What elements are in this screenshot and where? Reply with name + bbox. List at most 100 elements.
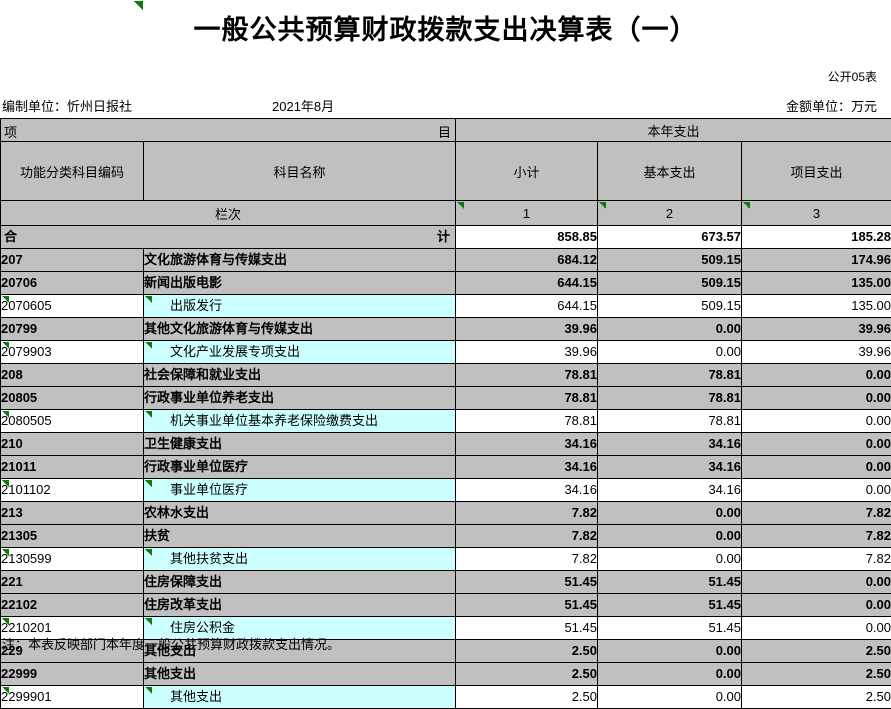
cell-basic-value: 0.00 bbox=[598, 663, 742, 686]
cell-project-value: 0.00 bbox=[742, 364, 891, 387]
cell-basic-value: 0.00 bbox=[598, 318, 742, 341]
cell-subject-code: 208 bbox=[1, 364, 144, 387]
cell-project-value: 0.00 bbox=[742, 617, 891, 640]
cell-basic-value: 51.45 bbox=[598, 571, 742, 594]
cell-project-value: 0.00 bbox=[742, 479, 891, 502]
table-note: 注：本表反映部门本年度一般公共预算财政拨款支出情况。 bbox=[2, 634, 340, 653]
current-year-group-header: 本年支出 bbox=[456, 119, 891, 142]
cell-subtotal-value: 39.96 bbox=[456, 341, 598, 364]
subject-name-text: 其他文化旅游体育与传媒支出 bbox=[144, 321, 313, 336]
cell-error-marker-icon bbox=[2, 618, 9, 625]
cell-subtotal-value: 34.16 bbox=[456, 433, 598, 456]
cell-subject-name: 住房改革支出 bbox=[144, 594, 456, 617]
cell-subject-name: 文化旅游体育与传媒支出 bbox=[144, 249, 456, 272]
subject-name-text: 文化产业发展专项支出 bbox=[170, 344, 300, 359]
cell-subject-code: 20706 bbox=[1, 272, 144, 295]
cell-project-value: 135.00 bbox=[742, 295, 891, 318]
total-label-right: 计 bbox=[437, 226, 450, 248]
lanci-number-1-text: 1 bbox=[523, 206, 530, 221]
cell-basic-value: 509.15 bbox=[598, 295, 742, 318]
cell-error-marker-icon bbox=[599, 202, 606, 209]
cell-project-value: 2.50 bbox=[742, 663, 891, 686]
report-date-label: 2021年8月 bbox=[272, 96, 334, 115]
subject-name-text: 出版发行 bbox=[170, 298, 222, 313]
cell-subtotal-value: 51.45 bbox=[456, 571, 598, 594]
cell-subtotal-value: 78.81 bbox=[456, 364, 598, 387]
cell-error-marker-icon bbox=[145, 342, 152, 349]
subject-name-text: 扶贫 bbox=[144, 528, 170, 543]
cell-basic-value: 34.16 bbox=[598, 433, 742, 456]
lanci-number-2: 2 bbox=[598, 201, 742, 226]
subject-code-text: 207 bbox=[1, 252, 23, 267]
total-basic-value: 673.57 bbox=[598, 226, 742, 249]
lanci-number-2-text: 2 bbox=[666, 206, 673, 221]
subject-name-text: 住房公积金 bbox=[170, 620, 235, 635]
subject-name-text: 其他支出 bbox=[144, 666, 196, 681]
cell-subtotal-value: 644.15 bbox=[456, 295, 598, 318]
project-header-left: 项 bbox=[4, 122, 17, 141]
cell-error-marker-icon bbox=[145, 687, 152, 694]
cell-project-value: 0.00 bbox=[742, 433, 891, 456]
cell-subject-code: 22999 bbox=[1, 663, 144, 686]
compiling-unit-label: 编制单位：忻州日报社 bbox=[2, 96, 132, 115]
header-row-lanci: 栏次 1 2 3 bbox=[1, 201, 891, 226]
cell-error-marker-icon bbox=[2, 342, 9, 349]
subject-code-text: 213 bbox=[1, 505, 23, 520]
subject-code-text: 210 bbox=[1, 436, 23, 451]
cell-error-marker-icon bbox=[145, 618, 152, 625]
cell-subtotal-value: 684.12 bbox=[456, 249, 598, 272]
cell-error-marker-icon bbox=[457, 202, 464, 209]
cell-subject-code: 20805 bbox=[1, 387, 144, 410]
cell-project-value: 174.96 bbox=[742, 249, 891, 272]
subject-code-text: 21011 bbox=[1, 459, 36, 474]
cell-subtotal-value: 34.16 bbox=[456, 479, 598, 502]
cell-subtotal-value: 7.82 bbox=[456, 548, 598, 571]
subject-name-text: 卫生健康支出 bbox=[144, 436, 222, 451]
spreadsheet-page: 一般公共预算财政拨款支出决算表（一） 公开05表 编制单位：忻州日报社 2021… bbox=[0, 0, 891, 656]
cell-error-marker-icon bbox=[743, 202, 750, 209]
cell-basic-value: 34.16 bbox=[598, 456, 742, 479]
project-header-cell: 项 目 bbox=[1, 119, 456, 142]
table-row-total: 合 计 858.85 673.57 185.28 bbox=[1, 226, 891, 249]
cell-project-value: 0.00 bbox=[742, 387, 891, 410]
cell-subtotal-value: 78.81 bbox=[456, 410, 598, 433]
cell-subject-code: 2299901 bbox=[1, 686, 144, 709]
cell-subject-name: 扶贫 bbox=[144, 525, 456, 548]
cell-subtotal-value: 7.82 bbox=[456, 525, 598, 548]
cell-subject-name: 事业单位医疗 bbox=[144, 479, 456, 502]
cell-project-value: 0.00 bbox=[742, 410, 891, 433]
cell-subtotal-value: 644.15 bbox=[456, 272, 598, 295]
cell-project-value: 0.00 bbox=[742, 594, 891, 617]
cell-project-value: 135.00 bbox=[742, 272, 891, 295]
cell-subject-name: 社会保障和就业支出 bbox=[144, 364, 456, 387]
header-row-project: 项 目 本年支出 bbox=[1, 119, 891, 142]
cell-error-marker-icon bbox=[2, 480, 9, 487]
cell-subject-name: 机关事业单位基本养老保险缴费支出 bbox=[144, 410, 456, 433]
cell-subject-name: 住房保障支出 bbox=[144, 571, 456, 594]
cell-basic-value: 34.16 bbox=[598, 479, 742, 502]
subject-name-text: 其他扶贫支出 bbox=[170, 551, 248, 566]
subject-name-text: 文化旅游体育与传媒支出 bbox=[144, 252, 287, 267]
header-row-columns: 功能分类科目编码 科目名称 小计 基本支出 项目支出 bbox=[1, 142, 891, 201]
subject-code-text: 20706 bbox=[1, 275, 37, 290]
subject-code-text: 20805 bbox=[1, 390, 37, 405]
subject-name-text: 行政事业单位医疗 bbox=[144, 459, 248, 474]
subject-code-text: 22999 bbox=[1, 666, 37, 681]
cell-subject-name: 其他扶贫支出 bbox=[144, 548, 456, 571]
lanci-label: 栏次 bbox=[1, 201, 456, 226]
column-header-basic: 基本支出 bbox=[598, 142, 742, 201]
subject-name-text: 住房保障支出 bbox=[144, 574, 222, 589]
subject-code-text: 21305 bbox=[1, 528, 37, 543]
cell-subtotal-value: 51.45 bbox=[456, 594, 598, 617]
cell-subject-name: 出版发行 bbox=[144, 295, 456, 318]
